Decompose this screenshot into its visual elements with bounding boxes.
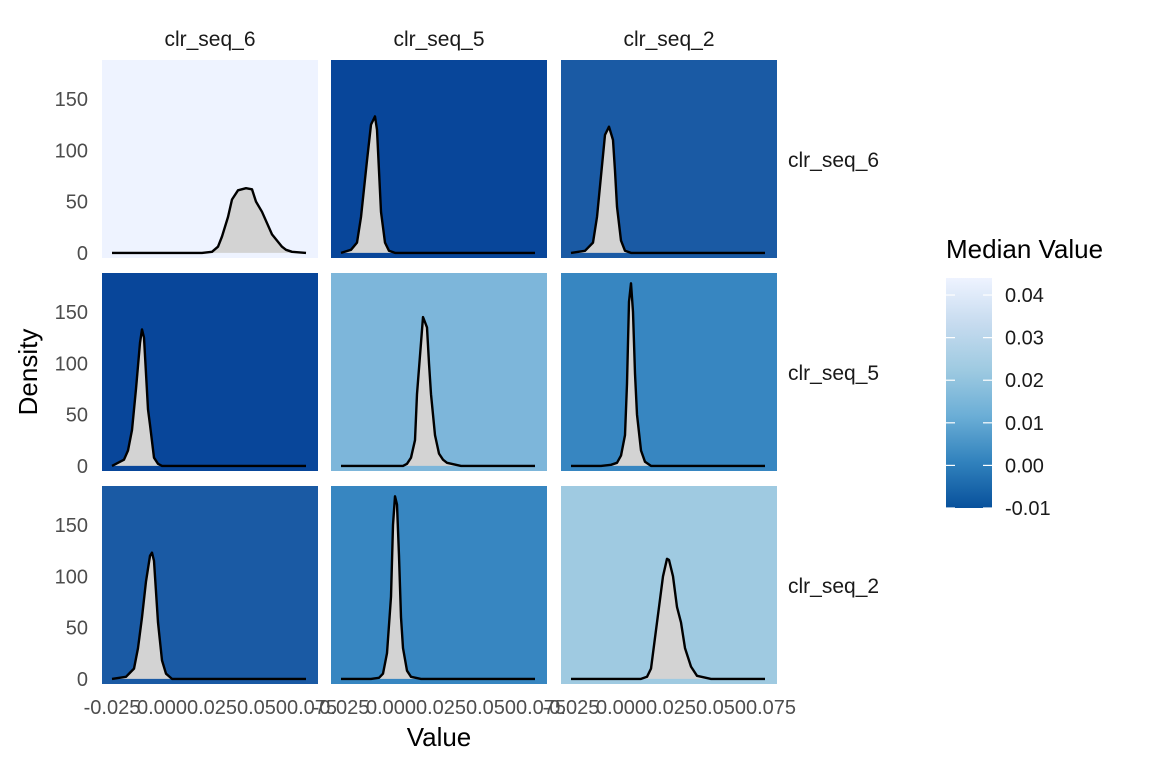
density-line <box>571 557 765 681</box>
x-tick-label: 0.050 <box>696 697 746 719</box>
x-tick-label: 0.050 <box>466 697 516 719</box>
column-strip-label: clr_seq_2 <box>623 28 714 51</box>
panel-background <box>331 273 547 471</box>
x-tick-label: 0.000 <box>137 697 187 719</box>
facet-panel-clr_seq_6-clr_seq_2 <box>561 60 777 258</box>
legend-tick-label: 0.00 <box>1005 455 1044 477</box>
facet-panel-clr_seq_2-clr_seq_6 <box>102 486 318 684</box>
color-legend: Median Value -0.01 0.00 0.01 0.02 0.03 0.04 <box>946 234 1103 520</box>
panel-background <box>561 60 777 258</box>
x-tick-label: -0.025 <box>313 697 370 719</box>
row-strip-label: clr_seq_6 <box>788 149 879 172</box>
y-tick-label: 150 <box>55 302 88 324</box>
density-area <box>112 329 306 466</box>
facet-panel-clr_seq_6-clr_seq_6 <box>102 60 318 258</box>
legend-colorbar <box>946 278 992 508</box>
density-line <box>111 328 306 468</box>
facet-strips-layer: clr_seq_6 clr_seq_5 clr_seq_2 clr_seq_6 clr_… <box>164 28 879 598</box>
facet-panel-clr_seq_5-clr_seq_2 <box>561 273 777 471</box>
y-tick-label: 0 <box>77 456 88 478</box>
legend-tick-label: -0.01 <box>1005 498 1051 520</box>
density-line <box>112 187 307 255</box>
density-line <box>570 125 765 255</box>
density-line <box>340 115 535 255</box>
density-line <box>341 495 535 681</box>
y-tick-label: 50 <box>66 618 88 640</box>
x-tick-label: 0.025 <box>646 697 696 719</box>
y-tick-label: 0 <box>77 669 88 691</box>
density-area <box>571 126 765 253</box>
density-line <box>571 282 765 468</box>
legend-title: Median Value <box>946 234 1103 264</box>
panel-background <box>102 60 318 258</box>
row-strip-label: clr_seq_2 <box>788 575 879 598</box>
legend-tick-label: 0.04 <box>1005 285 1044 307</box>
facet-panel-clr_seq_6-clr_seq_5 <box>331 60 547 258</box>
x-tick-label: 0.000 <box>366 697 416 719</box>
y-tick-label: 0 <box>77 243 88 265</box>
x-tick-label: 0.075 <box>287 697 337 719</box>
y-axis-title: Density <box>13 329 43 416</box>
y-tick-label: 150 <box>55 515 88 537</box>
x-tick-label: 0.075 <box>516 697 566 719</box>
row-strip-label: clr_seq_5 <box>788 362 879 385</box>
x-tick-label: 0.025 <box>187 697 237 719</box>
x-tick-label: 0.050 <box>237 697 287 719</box>
facet-panel-clr_seq_5-clr_seq_5 <box>331 273 547 471</box>
x-tick-label: -0.025 <box>84 697 141 719</box>
panels-layer <box>102 60 777 684</box>
legend-ticks: -0.01 0.00 0.01 0.02 0.03 0.04 <box>946 285 1051 520</box>
legend-tick-label: 0.02 <box>1005 370 1044 392</box>
y-tick-label: 100 <box>55 566 88 588</box>
facet-panel-clr_seq_5-clr_seq_6 <box>102 273 318 471</box>
density-area <box>571 558 765 679</box>
density-line <box>111 551 306 681</box>
panel-background <box>561 273 777 471</box>
legend-tick-label: 0.03 <box>1005 328 1044 350</box>
legend-tick-label: 0.01 <box>1005 413 1044 435</box>
y-tick-label: 100 <box>55 353 88 375</box>
density-line <box>341 315 535 468</box>
density-area <box>341 116 535 253</box>
x-tick-label: 0.075 <box>746 697 796 719</box>
x-tick-label: 0.000 <box>596 697 646 719</box>
y-tick-label: 50 <box>66 192 88 214</box>
x-axis-title: Value <box>407 722 472 752</box>
panel-background <box>331 486 547 684</box>
facet-panel-clr_seq_2-clr_seq_5 <box>331 486 547 684</box>
y-tick-label: 150 <box>55 89 88 111</box>
y-tick-label: 50 <box>66 405 88 427</box>
facet-panel-clr_seq_2-clr_seq_2 <box>561 486 777 684</box>
x-tick-label: 0.025 <box>416 697 466 719</box>
column-strip-label: clr_seq_6 <box>164 28 255 51</box>
column-strip-label: clr_seq_5 <box>393 28 484 51</box>
panel-background <box>102 486 318 684</box>
y-tick-label: 100 <box>55 140 88 162</box>
x-tick-label: -0.025 <box>543 697 600 719</box>
